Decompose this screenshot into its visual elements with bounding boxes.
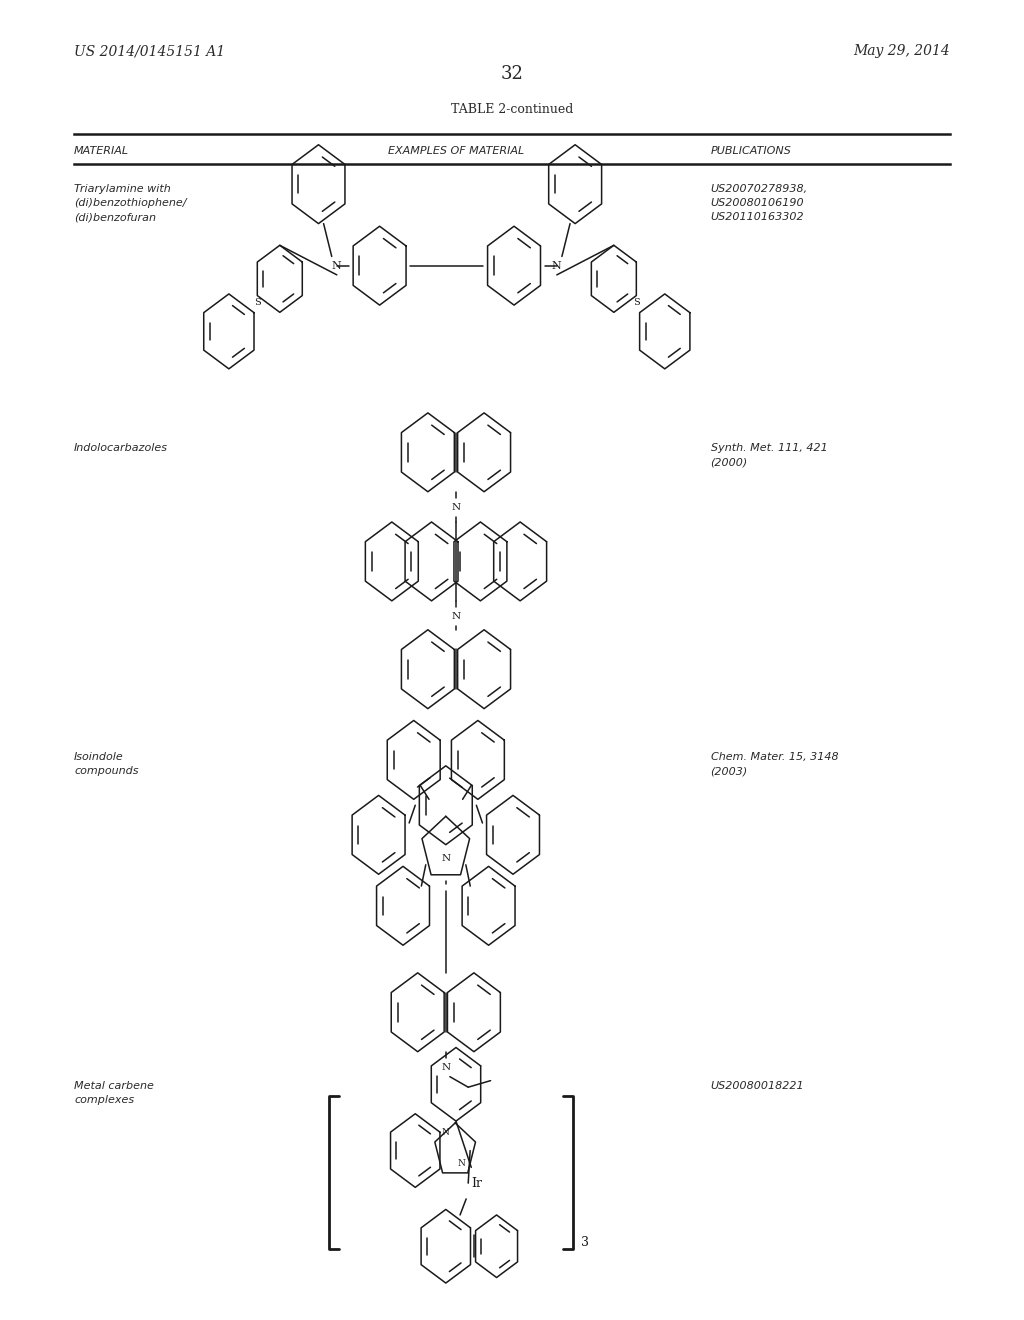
Text: TABLE 2-continued: TABLE 2-continued bbox=[451, 103, 573, 116]
Text: S: S bbox=[254, 298, 261, 308]
Text: N: N bbox=[441, 1063, 451, 1072]
Text: May 29, 2014: May 29, 2014 bbox=[853, 45, 950, 58]
Text: S: S bbox=[633, 298, 640, 308]
Text: N: N bbox=[441, 854, 451, 863]
Text: Metal carbene
complexes: Metal carbene complexes bbox=[74, 1081, 154, 1105]
Text: PUBLICATIONS: PUBLICATIONS bbox=[711, 145, 792, 156]
Text: US20080018221: US20080018221 bbox=[711, 1081, 804, 1090]
Text: N: N bbox=[452, 503, 461, 512]
Text: Ir: Ir bbox=[471, 1176, 482, 1189]
Text: US20070278938,
US20080106190
US20110163302: US20070278938, US20080106190 US201101633… bbox=[711, 185, 808, 222]
Text: N: N bbox=[441, 1127, 449, 1137]
Text: N: N bbox=[458, 1159, 465, 1168]
Text: Chem. Mater. 15, 3148
(2003): Chem. Mater. 15, 3148 (2003) bbox=[711, 752, 839, 776]
Text: N: N bbox=[332, 260, 342, 271]
Text: N: N bbox=[552, 260, 562, 271]
Text: 3: 3 bbox=[582, 1236, 589, 1249]
Text: MATERIAL: MATERIAL bbox=[74, 145, 129, 156]
Text: 32: 32 bbox=[501, 65, 523, 83]
Text: Synth. Met. 111, 421
(2000): Synth. Met. 111, 421 (2000) bbox=[711, 444, 827, 467]
Text: EXAMPLES OF MATERIAL: EXAMPLES OF MATERIAL bbox=[388, 145, 524, 156]
Text: US 2014/0145151 A1: US 2014/0145151 A1 bbox=[74, 45, 225, 58]
Text: Triarylamine with
(di)benzothiophene/
(di)benzofuran: Triarylamine with (di)benzothiophene/ (d… bbox=[74, 185, 186, 222]
Text: N: N bbox=[452, 612, 461, 622]
Text: Isoindole
compounds: Isoindole compounds bbox=[74, 752, 138, 776]
Text: Indolocarbazoles: Indolocarbazoles bbox=[74, 444, 168, 453]
